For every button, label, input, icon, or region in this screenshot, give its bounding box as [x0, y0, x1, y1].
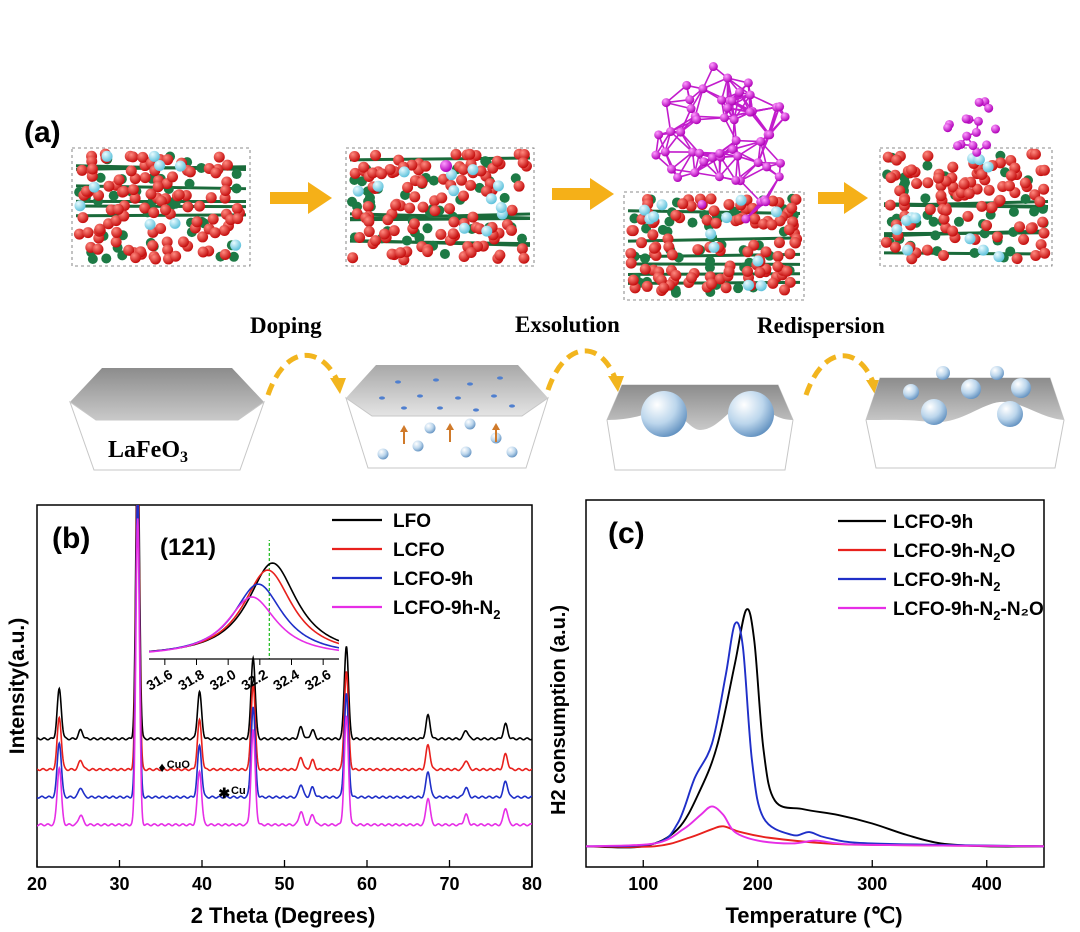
panel-c-frame — [585, 499, 1045, 868]
x-tick-label: 30 — [109, 874, 129, 894]
up-arrow-head-icon — [492, 423, 500, 430]
inset-tick-label: 32.6 — [302, 666, 334, 694]
inset-x-ticks: 31.6 31.8 32.0 32.2 32.4 32.6 — [144, 659, 334, 693]
panel-a-label: (a) — [24, 116, 61, 149]
substrate-label: LaFeO3 — [108, 437, 188, 466]
legend-label: LFO — [393, 511, 431, 532]
inset-121: (121) 31.6 31.8 32.0 32.2 32.4 32.6 — [144, 534, 339, 693]
x-axis-label-b: 2 Theta (Degrees) — [191, 903, 376, 928]
x-tick-label: 200 — [743, 874, 773, 894]
panel-a: (a) Doping Exsolution Redispersion — [24, 62, 1065, 471]
inset-tick-label: 31.6 — [144, 666, 176, 694]
legend-b: LFO LCFO LCFO-9h LCFO-9h-N2 — [332, 511, 501, 622]
inset-tick-label: 31.8 — [175, 666, 207, 694]
dopant-particle — [424, 422, 436, 434]
dashed-arrow-icon — [803, 353, 876, 396]
substrate-slab-1: LaFeO3 — [69, 368, 265, 471]
dopant-particle — [506, 446, 518, 458]
cu-cluster-small — [943, 97, 1000, 157]
inset-line-lcfo-9h — [149, 583, 339, 653]
xrd-line-lfo — [37, 505, 532, 741]
x-tick-label: 100 — [628, 874, 658, 894]
dopant-particle — [412, 440, 424, 452]
stage-label-redispersion: Redispersion — [757, 313, 885, 338]
tpr-x-ticks: 100 200 300 400 — [628, 860, 1002, 894]
xrd-annotations: ♦ CuO ✱ Cu — [159, 759, 246, 801]
x-tick-label: 80 — [522, 874, 542, 894]
x-tick-label: 50 — [274, 874, 294, 894]
x-tick-label: 70 — [439, 874, 459, 894]
crystal-structure-redispersed — [879, 147, 1053, 267]
substrate-slab-2 — [345, 365, 549, 469]
y-axis-label-c: H2 consumption (a.u.) — [548, 605, 570, 815]
legend-label: LCFO — [393, 540, 445, 561]
dashed-arrow-icon — [265, 353, 340, 396]
xrd-line-lcfo-9h — [37, 505, 532, 799]
dashed-arrow-icon — [545, 348, 618, 391]
tpr-series — [586, 608, 1044, 849]
xrd-series — [37, 505, 532, 827]
crystal-structure-exsolved — [623, 191, 805, 301]
arrow-right-icon — [270, 182, 332, 214]
legend-label: LCFO-9h — [893, 512, 973, 533]
inset-line-lcfo-9h-n2 — [149, 596, 339, 653]
x-tick-label: 300 — [857, 874, 887, 894]
panel-c-label: (c) — [608, 517, 645, 550]
inset-label: (121) — [160, 534, 216, 561]
legend-label: LCFO-9h-N2 — [393, 598, 501, 622]
tpr-line-lcfo-9h — [586, 608, 1044, 849]
annotation-label: Cu — [231, 785, 246, 797]
annotation-label: CuO — [167, 759, 191, 771]
process-arrows — [270, 178, 868, 214]
legend-label: LCFO-9h — [393, 569, 473, 590]
x-tick-label: 40 — [192, 874, 212, 894]
dopant-particle — [464, 418, 476, 430]
panel-c: (c) 100 200 300 400 Temperature (℃) H2 cons… — [548, 499, 1045, 928]
panel-b: (b) 20 30 40 50 60 70 80 ♦ CuO ✱ Cu 2 Theta (Degr… — [6, 504, 542, 928]
dashed-arrow-head-icon — [330, 378, 346, 394]
nanoparticle — [641, 391, 687, 437]
cu-cluster-large — [651, 62, 790, 224]
y-axis-label-b: Intensity(a.u.) — [6, 618, 29, 755]
xrd-line-lcfo-9h-n2 — [37, 518, 532, 827]
x-tick-label: 20 — [27, 874, 47, 894]
up-arrow-head-icon — [446, 423, 454, 430]
legend-label: LCFO-9h-N2 — [893, 570, 1001, 594]
nanoparticle — [728, 391, 774, 437]
crystal-structure-pristine — [71, 147, 251, 267]
dopant-particle — [377, 448, 389, 460]
inset-tick-label: 32.4 — [270, 666, 302, 694]
crystal-structure-doped — [345, 147, 535, 267]
x-axis-label-c: Temperature (℃) — [725, 903, 902, 928]
arrow-right-icon — [818, 182, 868, 214]
stage-label-doping: Doping — [250, 313, 322, 338]
dashed-arrows — [265, 348, 876, 396]
inset-series — [149, 540, 339, 659]
annotation-symbol-icon: ✱ — [218, 785, 230, 801]
tpr-line-lcfo-9h-n2-n2o — [586, 805, 1044, 848]
legend-label: LCFO-9h-N2-N₂O — [893, 599, 1044, 623]
stage-label-exsolution: Exsolution — [515, 312, 620, 337]
substrate-slab-3 — [606, 384, 794, 471]
legend-c: LCFO-9h LCFO-9h-N2O LCFO-9h-N2 LCFO-9h-N2-N… — [838, 512, 1044, 623]
inset-tick-label: 32.0 — [207, 666, 239, 694]
redispersed-nanoparticles — [903, 366, 1031, 427]
up-arrow-head-icon — [400, 425, 408, 432]
xrd-line-lcfo — [37, 505, 532, 772]
annotation-symbol-icon: ♦ — [159, 759, 166, 775]
dopant-dots — [377, 376, 518, 460]
arrow-right-icon — [552, 178, 614, 210]
legend-label: LCFO-9h-N2O — [893, 541, 1015, 565]
x-tick-label: 400 — [972, 874, 1002, 894]
panel-b-label: (b) — [52, 522, 90, 555]
tpr-line-lcfo-9h-n2 — [586, 621, 1044, 848]
dopant-particle — [460, 446, 472, 458]
xrd-x-ticks: 20 30 40 50 60 70 80 — [27, 860, 542, 894]
substrate-slab-4 — [865, 366, 1065, 469]
dashed-arrow-head-icon — [608, 376, 624, 392]
x-tick-label: 60 — [357, 874, 377, 894]
